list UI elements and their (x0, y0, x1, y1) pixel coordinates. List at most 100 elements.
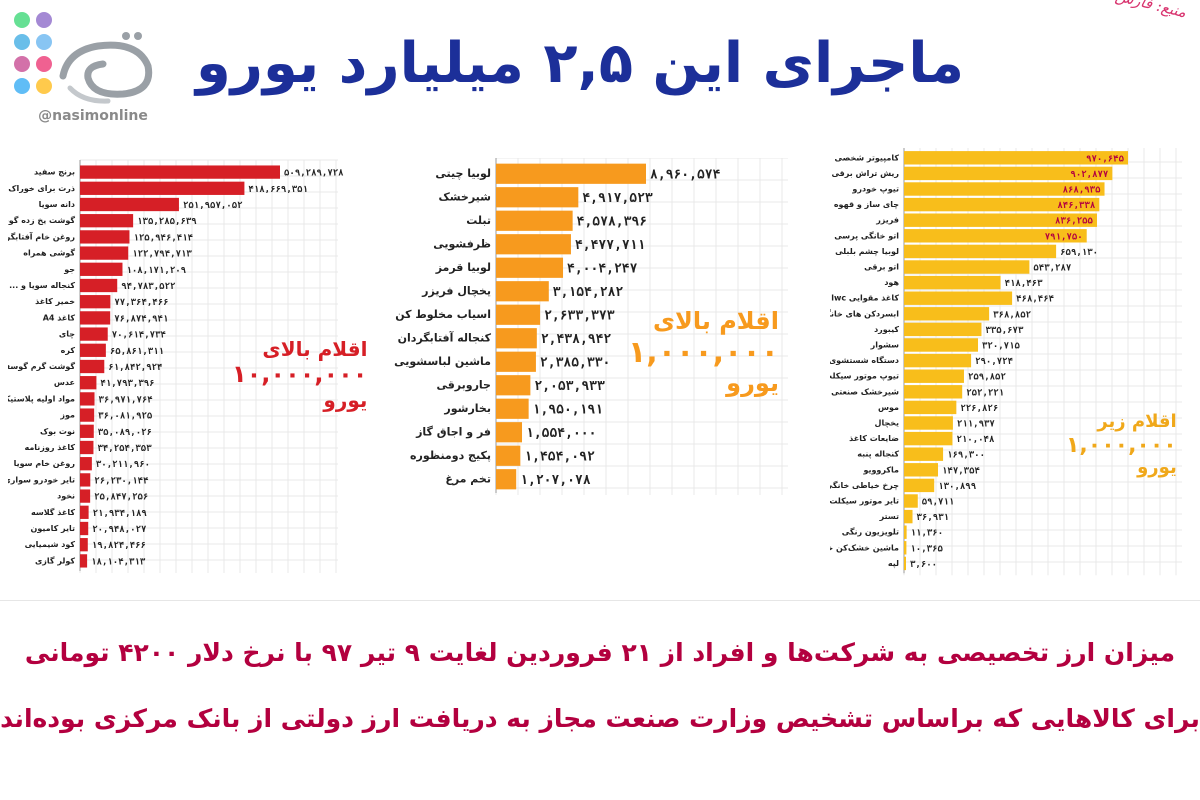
bar (904, 494, 918, 508)
category-label: عدس (54, 378, 75, 388)
value-label: ۵۴۳,۲۸۷ (1033, 264, 1072, 274)
category-label: جاروبرقی (436, 378, 491, 391)
category-label: ابسردکن های خانگی (830, 308, 899, 318)
category-label: اتو خانگی پرسی (834, 230, 899, 240)
note-yellow-line-2: ۱,۰۰۰,۰۰۰ (1066, 432, 1177, 458)
bar (80, 424, 94, 438)
value-label: ۱۰۸,۱۷۱,۲۰۹ (126, 266, 186, 276)
category-label: گوشت یخ زده گوساله (8, 215, 75, 225)
value-label: ۱۱,۳۶۰ (911, 529, 944, 539)
bar (904, 509, 913, 524)
bar (904, 182, 1105, 196)
category-label: کاغذ روزنامه (24, 443, 75, 452)
value-label: ۲,۳۸۵,۳۳۰ (540, 355, 610, 370)
bar (904, 541, 907, 555)
chart-grid (495, 158, 788, 495)
value-label: ۱۶۹,۳۰۰ (947, 451, 985, 461)
value-label: ۲۵۲,۲۲۱ (966, 388, 1004, 398)
category-label: کاغذ گلاسه (31, 507, 75, 517)
value-label: ۲۲۶,۸۲۶ (960, 404, 998, 414)
smile-icon (36, 78, 52, 94)
logo-graphic (14, 12, 153, 104)
bar-chart-yellow: کامپیوتر شخصی ۹۷۰,۶۴۵ ریش تراش برقی ۹۰۲,۸۷۷… (830, 148, 1182, 576)
category-label: یخچال (875, 419, 899, 428)
value-label: ۳۵,۰۸۹,۰۲۶ (98, 428, 152, 438)
bar (80, 505, 89, 519)
category-label: ظرفشویی (433, 237, 491, 250)
value-label: ۳,۱۵۴,۲۸۲ (553, 285, 624, 300)
category-label: کاغذ A4 (43, 313, 76, 322)
logo-swirl (59, 41, 153, 98)
bar (80, 457, 92, 471)
bar (80, 489, 91, 503)
category-label: یخچال فریزر (421, 284, 491, 297)
category-label: فر و اجاق گاز (415, 425, 491, 438)
nasim-logo (8, 6, 178, 131)
source-credit: منبع: فارس (1113, 0, 1188, 22)
bar (496, 469, 517, 490)
value-label: ۲۹۰,۷۲۴ (975, 357, 1013, 367)
bar (904, 291, 1013, 305)
category-label: کره (61, 346, 76, 355)
value-label: ۱۲۲,۷۹۴,۷۱۳ (132, 250, 192, 260)
whatsapp-icon (14, 12, 30, 28)
logo-swirl-tail (67, 85, 111, 104)
bar (496, 304, 541, 325)
category-label: ذرت برای خوراک دام (8, 184, 75, 193)
category-label: کیبورد (874, 325, 899, 334)
bar-chart-red: برنج سفید ۵۰۹,۲۸۹,۷۲۸ ذرت برای خوراک دام ۴۱… (8, 159, 344, 573)
value-label: ۲۶,۲۳۰,۱۴۴ (94, 476, 148, 486)
category-label: موس (878, 403, 899, 413)
bar (904, 431, 953, 446)
bar (904, 400, 957, 415)
social-handle: @nasimonline (38, 108, 148, 124)
value-label: ۱,۹۵۰,۱۹۱ (533, 402, 603, 417)
value-label: ۸۴۶,۳۳۸ (1057, 201, 1096, 211)
bar (496, 281, 549, 302)
bar (80, 521, 89, 536)
value-label: ۲۵۹,۸۵۲ (968, 373, 1007, 383)
bar (904, 416, 953, 430)
category-label: پکیج دومنظوره (410, 449, 491, 462)
value-label: ۹۷۰,۶۴۵ (1086, 154, 1125, 164)
value-label: ۸۳۶,۲۵۵ (1055, 217, 1094, 227)
bar (80, 246, 129, 260)
category-label: چای (59, 330, 75, 339)
bar (904, 556, 906, 571)
value-label: ۳,۶۰۰ (910, 560, 937, 570)
value-label: ۶۵,۸۶۱,۳۱۱ (110, 347, 164, 357)
value-label: ۳۶,۰۸۱,۹۲۵ (98, 412, 153, 422)
bar (904, 244, 1057, 259)
category-label: لپه (888, 559, 899, 568)
value-label: ۶۵۹,۱۳۰ (1060, 248, 1098, 258)
logo-dot (134, 32, 142, 40)
bar (80, 197, 179, 212)
category-label: کولر گازی (35, 555, 75, 565)
note-orange: اقلام بالای ۱,۰۰۰,۰۰۰ یورو (628, 307, 779, 398)
value-label: ۲۰,۹۴۸,۰۲۷ (92, 525, 147, 535)
value-label: ۹۴,۷۸۳,۵۲۲ (121, 282, 176, 292)
value-label: ۹۰۲,۸۷۷ (1070, 170, 1109, 180)
footer-line-1: میزان ارز تخصیصی به شرکت‌ها و افراد از ۲… (24, 638, 1176, 667)
bar (80, 230, 130, 244)
value-label: ۱۳۰,۸۹۹ (938, 482, 977, 492)
category-label: ماکروویو (862, 465, 899, 474)
category-label: لوبیا چشم بلبلی (835, 247, 899, 256)
note-yellow: اقلام زیر ۱,۰۰۰,۰۰۰ یورو (1066, 411, 1177, 479)
bar (904, 447, 944, 461)
category-label: روغن خام آفتابگردان (8, 231, 75, 241)
value-label: ۳۲۰,۷۱۵ (982, 342, 1021, 352)
note-orange-line-1: اقلام بالای (652, 307, 779, 335)
bar (80, 473, 91, 487)
value-label: ۳۳۵,۶۷۳ (985, 326, 1024, 336)
bar (904, 353, 972, 368)
note-red: اقلام بالای ۱۰,۰۰۰,۰۰۰ یورو (232, 338, 367, 412)
category-label: تایر کامیون (31, 524, 76, 533)
bar (80, 214, 134, 228)
value-label: ۱۳۵,۲۸۵,۶۳۹ (137, 217, 197, 227)
category-label: کنجاله پنبه (857, 450, 899, 459)
value-label: ۲۵,۸۴۷,۲۵۶ (94, 493, 148, 503)
category-label: اتو برقی (864, 263, 899, 272)
bar (904, 229, 1087, 243)
category-label: بخارشور (443, 402, 491, 415)
